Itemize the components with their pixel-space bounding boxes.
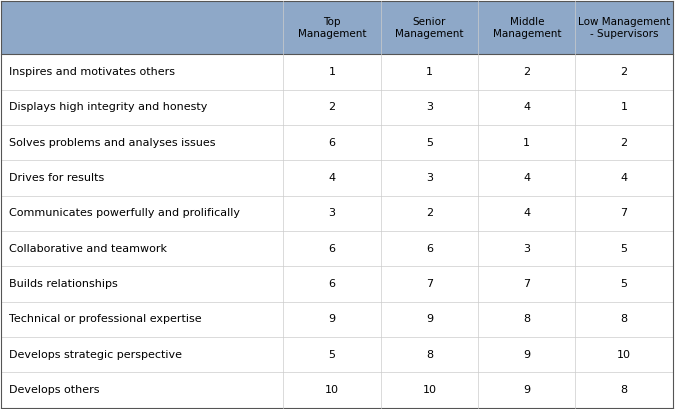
- Text: 3: 3: [426, 102, 433, 112]
- Text: 4: 4: [621, 173, 627, 183]
- Text: 6: 6: [426, 244, 433, 254]
- Text: 4: 4: [523, 208, 531, 218]
- Text: 5: 5: [621, 279, 627, 289]
- Text: Communicates powerfully and prolifically: Communicates powerfully and prolifically: [10, 208, 241, 218]
- Text: Develops strategic perspective: Develops strategic perspective: [10, 350, 183, 360]
- Text: 2: 2: [426, 208, 433, 218]
- Text: 8: 8: [426, 350, 433, 360]
- Text: 2: 2: [621, 67, 627, 77]
- Bar: [1, 1, 673, 54]
- Text: 1: 1: [621, 102, 627, 112]
- Text: 5: 5: [621, 244, 627, 254]
- Text: Drives for results: Drives for results: [10, 173, 105, 183]
- Text: 1: 1: [523, 137, 531, 148]
- Text: 7: 7: [523, 279, 531, 289]
- Text: 4: 4: [329, 173, 336, 183]
- Text: Collaborative and teamwork: Collaborative and teamwork: [10, 244, 168, 254]
- Text: 6: 6: [329, 137, 336, 148]
- Text: 3: 3: [523, 244, 531, 254]
- Text: Solves problems and analyses issues: Solves problems and analyses issues: [10, 137, 216, 148]
- Text: 2: 2: [523, 67, 531, 77]
- Text: 7: 7: [426, 279, 433, 289]
- Text: 10: 10: [617, 350, 631, 360]
- Text: 1: 1: [426, 67, 433, 77]
- Text: Senior
Management: Senior Management: [395, 17, 464, 38]
- Text: Top
Management: Top Management: [298, 17, 366, 38]
- Text: Inspires and motivates others: Inspires and motivates others: [10, 67, 175, 77]
- Text: 5: 5: [426, 137, 433, 148]
- Text: 1: 1: [329, 67, 336, 77]
- Text: 4: 4: [523, 173, 531, 183]
- Text: 6: 6: [329, 244, 336, 254]
- Text: 2: 2: [621, 137, 627, 148]
- Text: 10: 10: [325, 385, 339, 395]
- Text: 8: 8: [621, 314, 627, 324]
- Text: 5: 5: [329, 350, 336, 360]
- Text: 9: 9: [426, 314, 433, 324]
- Text: 9: 9: [523, 350, 531, 360]
- Text: 9: 9: [329, 314, 336, 324]
- Text: Develops others: Develops others: [10, 385, 100, 395]
- Text: 9: 9: [523, 385, 531, 395]
- Text: 7: 7: [621, 208, 627, 218]
- Text: Technical or professional expertise: Technical or professional expertise: [10, 314, 202, 324]
- Text: Builds relationships: Builds relationships: [10, 279, 118, 289]
- Text: Displays high integrity and honesty: Displays high integrity and honesty: [10, 102, 208, 112]
- Text: 8: 8: [523, 314, 531, 324]
- Text: 10: 10: [422, 385, 436, 395]
- Text: Low Management
- Supervisors: Low Management - Supervisors: [578, 17, 670, 38]
- Text: Middle
Management: Middle Management: [492, 17, 561, 38]
- Text: 3: 3: [329, 208, 336, 218]
- Text: 4: 4: [523, 102, 531, 112]
- Text: 6: 6: [329, 279, 336, 289]
- Text: 2: 2: [329, 102, 336, 112]
- Text: 3: 3: [426, 173, 433, 183]
- Text: 8: 8: [621, 385, 627, 395]
